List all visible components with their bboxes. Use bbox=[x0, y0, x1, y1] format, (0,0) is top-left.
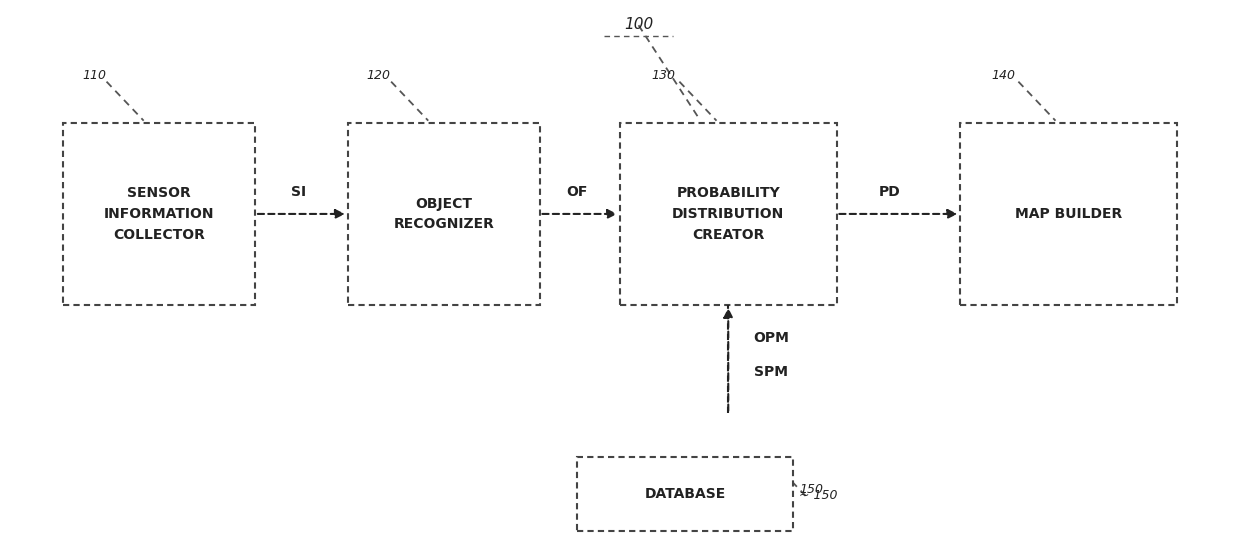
Text: OBJECT
RECOGNIZER: OBJECT RECOGNIZER bbox=[393, 196, 494, 231]
Text: 110: 110 bbox=[82, 69, 107, 81]
Text: OPM: OPM bbox=[754, 330, 790, 344]
Text: 140: 140 bbox=[992, 69, 1016, 81]
Bar bbox=[347, 123, 539, 305]
Text: PD: PD bbox=[879, 185, 900, 199]
Bar bbox=[620, 123, 837, 305]
Text: PROBABILITY
DISTRIBUTION
CREATOR: PROBABILITY DISTRIBUTION CREATOR bbox=[672, 186, 785, 242]
Text: 150: 150 bbox=[800, 483, 823, 496]
Text: SENSOR
INFORMATION
COLLECTOR: SENSOR INFORMATION COLLECTOR bbox=[104, 186, 215, 242]
Text: MAP BUILDER: MAP BUILDER bbox=[1014, 207, 1122, 221]
Text: 100: 100 bbox=[624, 17, 653, 32]
Text: DATABASE: DATABASE bbox=[645, 487, 725, 501]
Text: 120: 120 bbox=[367, 69, 391, 81]
Text: OF: OF bbox=[565, 185, 588, 199]
Bar bbox=[960, 123, 1177, 305]
Bar bbox=[63, 123, 255, 305]
Bar bbox=[577, 457, 794, 531]
Text: 130: 130 bbox=[651, 69, 676, 81]
Text: SI: SI bbox=[290, 185, 306, 199]
Text: ~ 150: ~ 150 bbox=[800, 489, 838, 502]
Text: SPM: SPM bbox=[754, 365, 787, 379]
